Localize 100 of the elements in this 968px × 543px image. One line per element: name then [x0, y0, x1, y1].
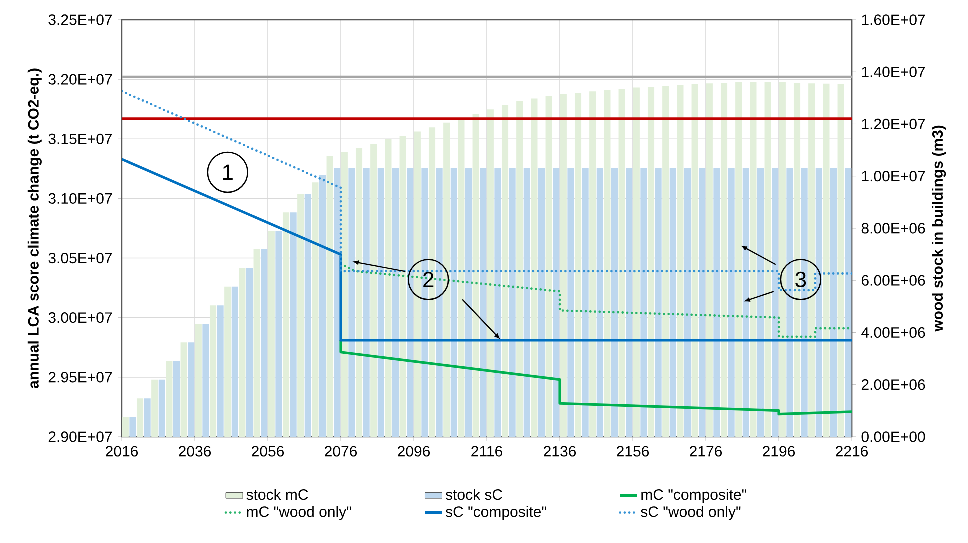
- bar: [655, 168, 662, 437]
- bar: [341, 152, 348, 437]
- bar: [838, 84, 844, 437]
- bar: [136, 398, 144, 437]
- legend-label: mC "wood only": [247, 506, 352, 520]
- y2-tick-label: 2.00E+06: [862, 380, 926, 390]
- bar: [450, 168, 458, 437]
- bar: [736, 82, 742, 437]
- bar: [742, 168, 750, 437]
- bar: [319, 175, 326, 437]
- bar: [122, 417, 129, 437]
- bar: [239, 268, 246, 437]
- bar: [130, 417, 136, 437]
- bar: [596, 168, 604, 437]
- bar: [764, 82, 772, 437]
- bar: [276, 231, 282, 437]
- y2-tick-label: 0.00E+00: [862, 432, 926, 442]
- bar: [750, 82, 757, 437]
- bar: [152, 380, 158, 437]
- bar: [180, 342, 188, 437]
- bar: [312, 182, 319, 437]
- legend-label: stock sC: [446, 489, 502, 500]
- bar: [487, 110, 494, 437]
- x-tick-label: 2076: [325, 446, 358, 457]
- y-tick-label: 3.05E+07: [48, 252, 112, 264]
- bar: [407, 168, 414, 437]
- y-tick-label: 2.90E+07: [48, 432, 112, 442]
- bar: [166, 361, 173, 437]
- x-tick-label: 2016: [106, 446, 138, 457]
- bar: [414, 132, 421, 437]
- bar: [568, 168, 574, 437]
- legend-label: mC "composite": [642, 489, 746, 504]
- bar: [188, 342, 195, 437]
- bar: [348, 168, 356, 437]
- bar: [779, 82, 786, 437]
- bar: [385, 139, 392, 437]
- bar: [830, 168, 838, 437]
- bar: [706, 84, 713, 437]
- bar: [282, 212, 290, 437]
- y2-tick-label: 4.00E+06: [862, 327, 926, 338]
- bar: [538, 168, 546, 437]
- bar: [232, 286, 238, 437]
- x-tick-label: 2176: [690, 446, 722, 457]
- bar: [516, 102, 524, 437]
- bar: [786, 168, 794, 437]
- bar: [662, 86, 670, 437]
- y-axis-title: annual LCA score climate change (t CO2-eq.): [28, 68, 42, 388]
- bar: [173, 361, 180, 437]
- bar: [692, 84, 698, 437]
- bar: [590, 92, 596, 437]
- bar: [502, 105, 509, 437]
- bar: [684, 168, 692, 437]
- bar: [574, 92, 582, 437]
- x-tick-label: 2216: [836, 446, 868, 457]
- bar: [720, 83, 728, 437]
- legend-label: sC "wood only": [641, 506, 741, 520]
- x-tick-label: 2156: [617, 446, 650, 457]
- bar: [808, 84, 816, 437]
- bar: [509, 168, 516, 437]
- bar: [444, 122, 450, 437]
- y2-tick-label: 1.40E+07: [862, 66, 926, 78]
- bar: [728, 168, 735, 437]
- bar: [254, 249, 260, 437]
- y-tick-label: 3.25E+07: [48, 14, 112, 26]
- bar: [472, 114, 480, 437]
- bar: [298, 194, 304, 437]
- bar: [677, 85, 684, 437]
- y2-tick-label: 8.00E+06: [862, 223, 926, 234]
- x-tick-label: 2116: [472, 446, 502, 457]
- bar: [640, 168, 648, 437]
- bar: [845, 168, 852, 437]
- bar: [290, 212, 297, 437]
- bar: [370, 144, 378, 437]
- bar: [699, 168, 706, 437]
- bar: [582, 168, 589, 437]
- bar: [546, 96, 552, 437]
- bar: [210, 306, 217, 437]
- line-series: [340, 339, 852, 416]
- line-series: [122, 90, 852, 292]
- bar: [195, 324, 202, 437]
- bar: [618, 89, 626, 437]
- bar: [436, 168, 443, 437]
- y2-tick-label: 6.00E+06: [862, 275, 926, 286]
- legend-label: stock mC: [246, 489, 308, 500]
- bar: [816, 168, 822, 437]
- bar: [823, 84, 830, 437]
- bar: [458, 118, 465, 437]
- legend-label: sC "composite": [446, 506, 546, 520]
- bar: [531, 98, 538, 437]
- y2-axis-title: wood stock in buildings (m3): [932, 126, 946, 332]
- bar: [553, 168, 560, 437]
- bar: [224, 286, 232, 437]
- y2-tick-label: 1.20E+07: [862, 118, 926, 130]
- bar: [670, 168, 676, 437]
- bar: [648, 86, 655, 437]
- bar: [202, 324, 210, 437]
- y2-tick-label: 1.00E+07: [862, 171, 926, 182]
- x-tick-label: 2056: [252, 446, 284, 457]
- bar: [611, 168, 618, 437]
- x-tick-label: 2036: [179, 446, 212, 457]
